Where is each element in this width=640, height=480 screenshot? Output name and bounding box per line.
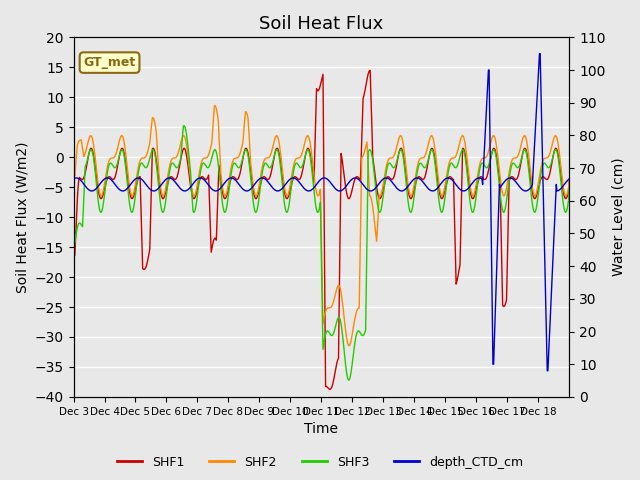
Y-axis label: Water Level (cm): Water Level (cm) [611,158,625,276]
Y-axis label: Soil Heat Flux (W/m2): Soil Heat Flux (W/m2) [15,142,29,293]
Text: GT_met: GT_met [83,56,136,69]
Title: Soil Heat Flux: Soil Heat Flux [259,15,383,33]
Legend: SHF1, SHF2, SHF3, depth_CTD_cm: SHF1, SHF2, SHF3, depth_CTD_cm [112,451,528,474]
X-axis label: Time: Time [305,422,339,436]
